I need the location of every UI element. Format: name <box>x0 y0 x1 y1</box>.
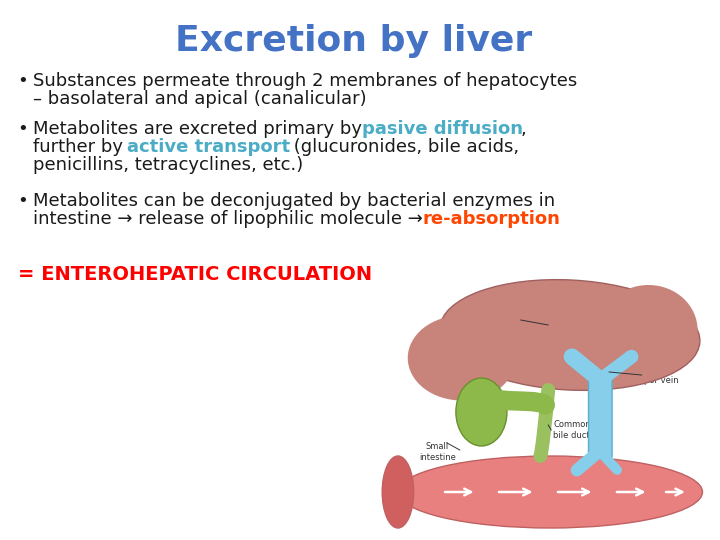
Ellipse shape <box>456 378 507 446</box>
Text: Substances permeate through 2 membranes of hepatocytes: Substances permeate through 2 membranes … <box>33 72 577 90</box>
Text: •: • <box>18 120 28 138</box>
Text: – basolateral and apical (canalicular): – basolateral and apical (canalicular) <box>33 90 367 108</box>
Text: further by: further by <box>33 138 129 156</box>
Text: (glucuronides, bile acids,: (glucuronides, bile acids, <box>288 138 519 156</box>
Text: Common
bile duct: Common bile duct <box>553 420 591 440</box>
Text: active transport: active transport <box>127 138 291 156</box>
Text: ,: , <box>521 120 526 138</box>
Text: Small
intestine: Small intestine <box>419 442 456 462</box>
Text: Excretion by liver: Excretion by liver <box>175 24 532 58</box>
Text: = ENTEROHEPATIC CIRCULATION: = ENTEROHEPATIC CIRCULATION <box>18 265 372 284</box>
Text: Hepatic
por vein: Hepatic por vein <box>644 365 678 385</box>
Ellipse shape <box>382 456 413 528</box>
Text: •: • <box>18 192 28 210</box>
Text: Metabolites are excreted primary by: Metabolites are excreted primary by <box>33 120 368 138</box>
FancyArrowPatch shape <box>602 454 617 470</box>
Ellipse shape <box>440 280 700 390</box>
FancyArrowPatch shape <box>572 357 598 378</box>
Text: •: • <box>18 72 28 90</box>
Text: re-absorption: re-absorption <box>422 210 560 228</box>
FancyArrowPatch shape <box>577 454 596 470</box>
Text: Metabolites can be deconjugated by bacterial enzymes in: Metabolites can be deconjugated by bacte… <box>33 192 556 210</box>
Text: intestine → release of lipophilic molecule →: intestine → release of lipophilic molecu… <box>33 210 429 228</box>
Text: Liver: Liver <box>501 315 523 325</box>
FancyBboxPatch shape <box>588 373 612 459</box>
Text: pasive diffusion: pasive diffusion <box>362 120 523 138</box>
FancyArrowPatch shape <box>603 356 631 379</box>
Ellipse shape <box>599 285 698 375</box>
Ellipse shape <box>408 315 516 401</box>
Ellipse shape <box>398 456 703 528</box>
Text: penicillins, tetracyclines, etc.): penicillins, tetracyclines, etc.) <box>33 156 304 174</box>
